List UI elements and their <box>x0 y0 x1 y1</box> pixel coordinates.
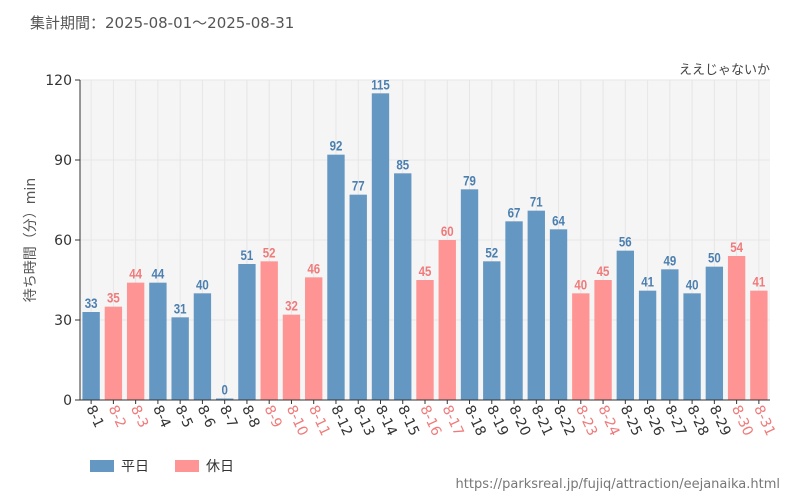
bar-8-17 <box>438 240 456 400</box>
legend-swatch-holiday <box>175 460 199 472</box>
value-label-8-15: 85 <box>396 156 409 172</box>
bar-8-16 <box>416 280 434 400</box>
bar-8-4 <box>149 282 167 400</box>
bar-8-15 <box>394 173 412 400</box>
value-label-8-1: 33 <box>85 295 98 311</box>
y-tick-label: 0 <box>63 393 72 409</box>
source-url: https://parksreal.jp/fujiq/attraction/ee… <box>456 477 780 492</box>
value-label-8-10: 32 <box>285 298 298 314</box>
value-label-8-11: 46 <box>307 260 320 276</box>
bar-8-23 <box>572 293 590 400</box>
value-label-8-8: 51 <box>241 247 254 263</box>
x-tick-label-8-6: 8-6 <box>194 403 218 431</box>
bar-8-14 <box>371 93 390 400</box>
legend-swatch-weekday <box>90 460 114 472</box>
bar-8-19 <box>483 261 501 400</box>
y-tick-label: 90 <box>54 153 72 169</box>
value-label-8-28: 40 <box>686 276 699 292</box>
bar-8-24 <box>594 280 612 400</box>
x-tick-label-8-5: 8-5 <box>172 403 196 430</box>
value-label-8-26: 41 <box>641 274 654 290</box>
bar-8-6 <box>193 293 212 400</box>
bar-8-9 <box>260 261 278 400</box>
x-tick-label-8-3: 8-3 <box>127 403 151 430</box>
bar-8-30 <box>727 256 746 400</box>
bar-8-1 <box>82 312 100 400</box>
value-label-8-21: 71 <box>530 194 543 210</box>
value-label-8-14: 115 <box>371 76 390 92</box>
y-axis: 0 30 60 90 120 <box>45 73 81 409</box>
value-label-8-27: 49 <box>663 252 676 268</box>
value-label-8-19: 52 <box>485 244 498 260</box>
y-tick-label: 30 <box>54 313 72 329</box>
value-label-8-12: 92 <box>330 138 343 154</box>
value-label-8-7: 0 <box>221 381 227 397</box>
y-tick-label: 120 <box>45 73 72 89</box>
x-tick-label-8-7: 8-7 <box>216 403 240 430</box>
legend-label-holiday: 休日 <box>206 459 234 475</box>
bar-8-5 <box>171 317 189 400</box>
bar-8-20 <box>505 221 523 400</box>
value-label-8-3: 44 <box>129 266 143 282</box>
value-label-8-29: 50 <box>708 250 721 266</box>
value-label-8-23: 40 <box>574 276 587 292</box>
value-label-8-13: 77 <box>352 178 365 194</box>
bar-8-10 <box>282 314 301 400</box>
value-label-8-24: 45 <box>597 263 610 279</box>
x-tick-label-8-4: 8-4 <box>149 403 173 431</box>
bar-8-21 <box>527 210 545 400</box>
x-tick-label-8-1: 8-1 <box>83 403 107 430</box>
value-label-8-25: 56 <box>619 234 632 250</box>
value-label-8-18: 79 <box>463 172 476 188</box>
x-axis: 8-18-28-38-48-58-68-78-88-98-108-118-128… <box>80 399 778 439</box>
legend-label-weekday: 平日 <box>121 459 149 475</box>
value-label-8-31: 41 <box>752 274 765 290</box>
value-label-8-9: 52 <box>263 244 276 260</box>
bars <box>82 93 768 400</box>
bar-8-8 <box>238 264 256 400</box>
bar-8-22 <box>549 229 568 400</box>
value-label-8-5: 31 <box>174 300 187 316</box>
bar-8-2 <box>104 306 123 400</box>
bar-8-28 <box>683 293 701 400</box>
value-label-8-20: 67 <box>508 204 521 220</box>
y-tick-label: 60 <box>54 233 72 249</box>
bar-8-25 <box>616 250 635 400</box>
value-label-8-2: 35 <box>107 290 120 306</box>
value-label-8-17: 60 <box>441 223 454 239</box>
y-axis-label: 待ち時間（分）min <box>23 178 39 302</box>
legend: 平日 休日 <box>90 459 234 475</box>
value-label-8-30: 54 <box>730 239 744 255</box>
bar-8-27 <box>661 269 679 400</box>
bar-8-13 <box>349 194 367 400</box>
value-label-8-6: 40 <box>196 276 209 292</box>
value-label-8-4: 44 <box>152 266 166 282</box>
period-label: 集計期間：2025-08-01〜2025-08-31 <box>30 14 294 32</box>
value-label-8-22: 64 <box>552 212 566 228</box>
x-tick-label-8-9: 8-9 <box>261 403 285 430</box>
value-labels: 33 35 44 44 31 40 0 51 52 32 46 92 77 115 85 45 60 79 52 67… <box>85 76 766 398</box>
attraction-name: ええじゃないか <box>679 63 770 78</box>
bar-8-11 <box>305 277 323 400</box>
x-tick-label-8-8: 8-8 <box>238 403 262 430</box>
bar-8-29 <box>705 266 724 400</box>
value-label-8-16: 45 <box>419 263 432 279</box>
bar-8-7 <box>215 398 234 400</box>
bar-8-12 <box>327 154 345 400</box>
bar-8-31 <box>750 290 768 400</box>
bar-8-3 <box>126 282 145 400</box>
x-tick-label-8-2: 8-2 <box>105 403 129 430</box>
bar-8-26 <box>638 290 657 400</box>
bar-8-18 <box>460 189 479 400</box>
x-tick-label-8-31: 8-31 <box>750 403 778 439</box>
